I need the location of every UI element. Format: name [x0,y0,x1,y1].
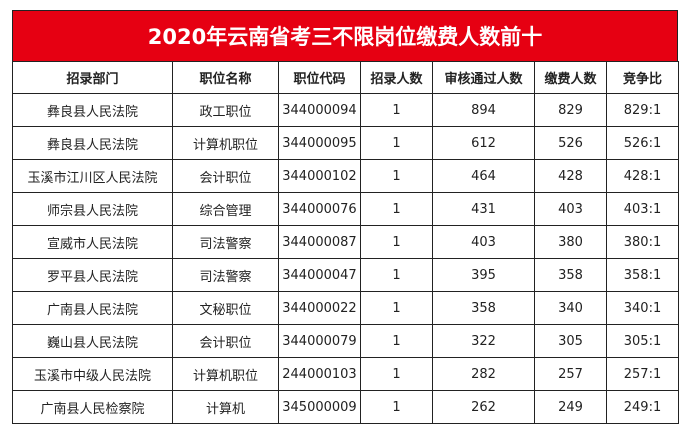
table-cell: 司法警察 [172,258,279,292]
table-cell: 358 [432,291,535,325]
table-cell: 322 [432,324,535,358]
table-cell: 612 [432,126,535,160]
table-cell: 894 [432,93,535,127]
table-cell: 340:1 [606,291,679,325]
table-cell: 282 [432,357,535,391]
ranking-table: 招录部门 职位名称 职位代码 招录人数 审核通过人数 缴费人数 竞争比 彝良县人民法院 政工职… [12,61,679,424]
table-cell: 彝良县人民法院 [12,93,173,127]
table-cell: 1 [360,126,433,160]
table-cell: 计算机职位 [172,357,279,391]
table-cell: 431 [432,192,535,226]
table-cell: 文秘职位 [172,291,279,325]
column-header: 缴费人数 [534,61,607,94]
table-row: 广南县人民法院 文秘职位 344000022 1 358 340 340:1 [12,291,679,325]
table-cell: 249:1 [606,390,679,424]
column-header: 招录部门 [12,61,173,94]
table-cell: 1 [360,357,433,391]
table-cell: 249 [534,390,607,424]
table-cell: 彝良县人民法院 [12,126,173,160]
table-cell: 403 [432,225,535,259]
table-cell: 344000076 [278,192,361,226]
table-row: 玉溪市中级人民法院 计算机职位 244000103 1 282 257 257:1 [12,357,679,391]
table-row: 宣威市人民法院 司法警察 344000087 1 403 380 380:1 [12,225,679,259]
table-cell: 829:1 [606,93,679,127]
table-row: 师宗县人民法院 综合管理 344000076 1 431 403 403:1 [12,192,679,226]
table-row: 广南县人民检察院 计算机 345000009 1 262 249 249:1 [12,390,679,424]
table-row: 玉溪市江川区人民法院 会计职位 344000102 1 464 428 428:1 [12,159,679,193]
table-cell: 428 [534,159,607,193]
table-cell: 344000087 [278,225,361,259]
table-cell: 305:1 [606,324,679,358]
table-cell: 玉溪市江川区人民法院 [12,159,173,193]
column-header: 职位代码 [278,61,361,94]
table-cell: 403 [534,192,607,226]
table-cell: 1 [360,324,433,358]
table-cell: 1 [360,258,433,292]
column-header: 职位名称 [172,61,279,94]
table-cell: 1 [360,93,433,127]
table-cell: 政工职位 [172,93,279,127]
table-cell: 宣威市人民法院 [12,225,173,259]
table-cell: 428:1 [606,159,679,193]
table-cell: 380 [534,225,607,259]
table-cell: 1 [360,390,433,424]
table-cell: 巍山县人民法院 [12,324,173,358]
column-header: 竞争比 [606,61,679,94]
table-cell: 综合管理 [172,192,279,226]
table-cell: 262 [432,390,535,424]
table-cell: 1 [360,291,433,325]
table-cell: 玉溪市中级人民法院 [12,357,173,391]
table-cell: 1 [360,159,433,193]
column-header: 审核通过人数 [432,61,535,94]
table-cell: 1 [360,225,433,259]
table-cell: 403:1 [606,192,679,226]
table-cell: 244000103 [278,357,361,391]
table-cell: 师宗县人民法院 [12,192,173,226]
table-cell: 广南县人民检察院 [12,390,173,424]
table-cell: 829 [534,93,607,127]
table-cell: 344000095 [278,126,361,160]
table-cell: 会计职位 [172,324,279,358]
table-cell: 344000102 [278,159,361,193]
table-title: 2020年云南省考三不限岗位缴费人数前十 [12,10,678,61]
table-row: 彝良县人民法院 政工职位 344000094 1 894 829 829:1 [12,93,679,127]
table-cell: 305 [534,324,607,358]
table-cell: 257:1 [606,357,679,391]
table-cell: 罗平县人民法院 [12,258,173,292]
table-cell: 344000094 [278,93,361,127]
table-cell: 345000009 [278,390,361,424]
table-row: 彝良县人民法院 计算机职位 344000095 1 612 526 526:1 [12,126,679,160]
table-cell: 司法警察 [172,225,279,259]
table-cell: 358 [534,258,607,292]
column-header: 招录人数 [360,61,433,94]
table-cell: 464 [432,159,535,193]
table-cell: 344000079 [278,324,361,358]
table-cell: 1 [360,192,433,226]
table-cell: 计算机职位 [172,126,279,160]
table-cell: 340 [534,291,607,325]
table-row: 巍山县人民法院 会计职位 344000079 1 322 305 305:1 [12,324,679,358]
table-row: 罗平县人民法院 司法警察 344000047 1 395 358 358:1 [12,258,679,292]
table-cell: 358:1 [606,258,679,292]
header-row: 招录部门 职位名称 职位代码 招录人数 审核通过人数 缴费人数 竞争比 [12,61,679,94]
table-cell: 380:1 [606,225,679,259]
table-cell: 344000047 [278,258,361,292]
table-cell: 526 [534,126,607,160]
table-cell: 526:1 [606,126,679,160]
ranking-table-container: 2020年云南省考三不限岗位缴费人数前十 招录部门 职位名称 职位代码 招录人数 审核通… [12,10,679,424]
table-cell: 344000022 [278,291,361,325]
table-cell: 计算机 [172,390,279,424]
table-cell: 会计职位 [172,159,279,193]
table-cell: 257 [534,357,607,391]
table-cell: 395 [432,258,535,292]
table-cell: 广南县人民法院 [12,291,173,325]
